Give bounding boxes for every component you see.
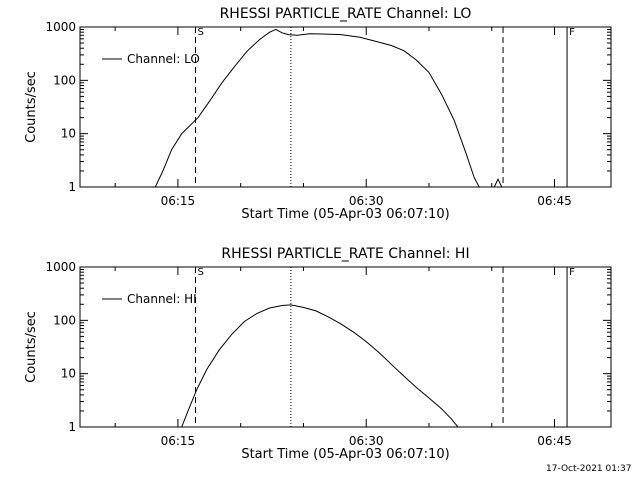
- x-tick-label: 06:15: [161, 194, 196, 208]
- series-line: [493, 178, 503, 187]
- chart-title: RHESSI PARTICLE_RATE Channel: HI: [221, 246, 469, 262]
- x-tick-label: 06:45: [537, 194, 572, 208]
- y-tick-label: 1: [68, 180, 76, 194]
- legend-label: Channel: LO: [127, 52, 200, 66]
- x-tick-label: 06:15: [161, 434, 196, 448]
- plot-frame: [79, 26, 612, 188]
- x-axis-label: Start Time (05-Apr-03 06:07:10): [241, 447, 449, 462]
- x-tick-label: 06:30: [349, 194, 384, 208]
- panel-hi: RHESSI PARTICLE_RATE Channel: HI 06:15 06:…: [24, 246, 612, 462]
- timestamp-label: 17-Oct-2021 01:37: [546, 464, 632, 474]
- y-axis-label: Counts/sec: [24, 311, 39, 383]
- y-tick-label: 100: [53, 313, 76, 327]
- x-tick-label: 06:30: [349, 434, 384, 448]
- series-line: [154, 28, 480, 187]
- legend-label: Channel: HI: [127, 292, 197, 306]
- event-marker-label: S: [197, 267, 203, 278]
- y-tick-label: 100: [53, 73, 76, 87]
- chart-title: RHESSI PARTICLE_RATE Channel: LO: [220, 6, 472, 22]
- event-marker-label: F: [569, 27, 575, 38]
- y-tick-label: 1000: [45, 20, 76, 34]
- event-marker-label: F: [569, 267, 575, 278]
- y-axis-label: Counts/sec: [24, 71, 39, 143]
- y-tick-label: 1: [68, 420, 76, 434]
- event-marker-label: S: [197, 27, 203, 38]
- plot-frame: [79, 266, 612, 428]
- y-tick-label: 10: [61, 127, 76, 141]
- y-tick-label: 1000: [45, 260, 76, 274]
- panel-lo: RHESSI PARTICLE_RATE Channel: LO 06:15 06:…: [24, 6, 612, 222]
- series-line: [181, 304, 459, 427]
- x-axis-label: Start Time (05-Apr-03 06:07:10): [241, 207, 449, 222]
- x-tick-label: 06:45: [537, 434, 572, 448]
- y-tick-label: 10: [61, 367, 76, 381]
